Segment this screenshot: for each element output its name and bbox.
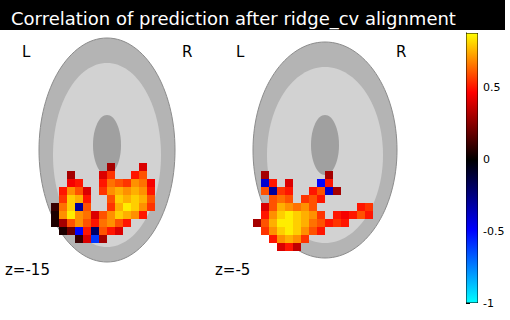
svg-text:0: 0 [483, 153, 490, 166]
svg-text:-0.5: -0.5 [483, 225, 504, 238]
svg-text:-1: -1 [483, 297, 494, 310]
svg-text:z=-15: z=-15 [5, 261, 50, 279]
svg-text:L: L [236, 43, 245, 61]
svg-text:z=-5: z=-5 [215, 261, 250, 279]
svg-text:L: L [22, 43, 31, 61]
svg-text:R: R [182, 43, 192, 61]
svg-text:0.5: 0.5 [483, 81, 501, 94]
svg-text:Correlation of prediction afte: Correlation of prediction after ridge_cv… [11, 8, 456, 30]
svg-text:R: R [396, 43, 406, 61]
